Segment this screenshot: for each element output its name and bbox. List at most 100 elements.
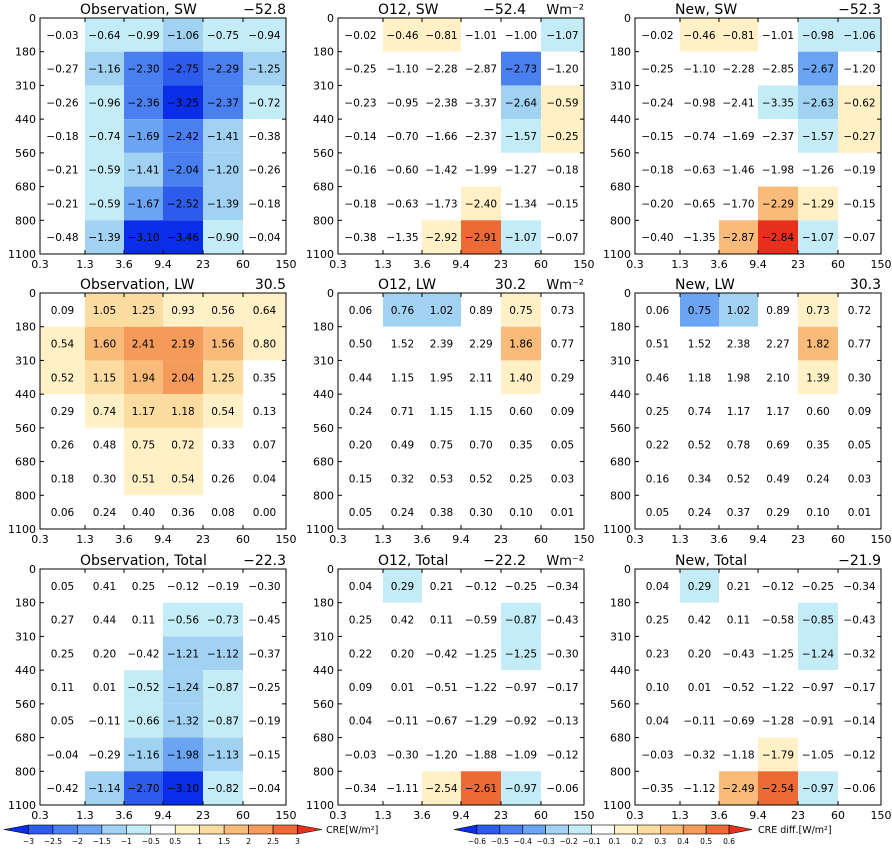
cell-label-new-lw-r1-c3: 2.27 xyxy=(766,339,789,351)
cell-o12-lw-r4-c2 xyxy=(422,427,461,462)
ytick-label: 180 xyxy=(313,321,334,334)
cell-label-new-total-r2-c3: −1.25 xyxy=(762,648,794,660)
cell-new-lw-r3-c3 xyxy=(758,394,798,428)
cell-label-obs-sw-r0-c4: −0.75 xyxy=(207,30,239,42)
panel-o12-sw: −0.02 −0.46 −0.81 −1.01 −1.00 −1.07 −0.25 −1.10… xyxy=(306,2,595,271)
cell-new-total-r0-c2 xyxy=(719,569,758,603)
cell-new-total-r6-c3 xyxy=(758,771,798,805)
cell-o12-lw-r1-c3 xyxy=(461,326,501,361)
xtick-label: 3.6 xyxy=(413,533,431,546)
panel-title-o12-lw: O12, LW xyxy=(378,277,436,293)
cell-new-lw-r2-c3 xyxy=(758,360,798,395)
ytick-label: 440 xyxy=(313,664,334,677)
cell-label-o12-lw-r5-c5: 0.03 xyxy=(551,473,574,485)
ytick-label: 560 xyxy=(15,422,36,435)
cell-new-total-r4-c1 xyxy=(680,703,719,738)
cell-label-new-lw-r3-c1: 0.74 xyxy=(688,406,712,418)
cell-o12-sw-r2-c3 xyxy=(461,85,501,120)
cell-o12-sw-r6-c5 xyxy=(541,220,584,254)
cell-obs-lw-r1-c3 xyxy=(163,326,203,361)
xtick-label: 60 xyxy=(831,533,845,546)
cell-label-obs-total-r6-c1: −1.14 xyxy=(88,783,120,795)
cell-label-new-sw-r0-c2: −0.81 xyxy=(722,30,754,42)
cell-o12-lw-r6-c2 xyxy=(422,495,461,529)
cell-new-sw-r2-c1 xyxy=(680,85,719,120)
cell-label-new-total-r1-c0: 0.25 xyxy=(646,615,669,627)
cre-diff-colorbar-tick: −0.5 xyxy=(491,837,509,845)
xtick-label: 150 xyxy=(871,533,892,546)
cell-label-o12-sw-r1-c5: −1.20 xyxy=(546,64,578,76)
ytick-label: 180 xyxy=(15,597,36,610)
cell-label-new-total-r6-c3: −2.54 xyxy=(762,783,794,795)
cell-label-new-total-r2-c1: 0.20 xyxy=(688,648,711,660)
cell-o12-lw-r2-c0 xyxy=(338,360,383,395)
cell-label-new-lw-r3-c5: 0.09 xyxy=(848,406,871,418)
cell-label-obs-lw-r2-c2: 1.94 xyxy=(132,372,156,384)
cell-label-new-total-r5-c3: −1.79 xyxy=(762,749,794,761)
ytick-label: 310 xyxy=(610,79,631,92)
ytick-label: 310 xyxy=(15,79,36,92)
xtick-label: 150 xyxy=(574,533,595,546)
cell-o12-total-r4-c3 xyxy=(461,703,501,738)
cell-new-lw-r4-c4 xyxy=(798,427,838,462)
cell-new-sw-r1-c0 xyxy=(635,51,680,86)
cre-colorbar-block xyxy=(101,824,127,835)
cell-new-lw-r3-c5 xyxy=(838,394,881,428)
cell-label-new-lw-r0-c4: 0.73 xyxy=(806,305,829,317)
cell-label-o12-lw-r6-c5: 0.01 xyxy=(551,507,574,519)
cell-new-lw-r2-c2 xyxy=(719,360,758,395)
cre-diff-colorbar-tick: −0.2 xyxy=(560,837,578,845)
cell-new-sw-r3-c1 xyxy=(680,119,719,153)
cell-label-o12-lw-r5-c3: 0.52 xyxy=(469,473,492,485)
cell-label-new-total-r1-c4: −0.85 xyxy=(802,615,834,627)
panel-title-obs-total: Observation, Total xyxy=(80,553,207,569)
xtick-label: 9.4 xyxy=(452,809,470,822)
cell-label-o12-lw-r4-c5: 0.05 xyxy=(551,440,574,452)
cell-label-obs-sw-r4-c1: −0.59 xyxy=(88,165,120,177)
cell-label-new-total-r6-c2: −2.49 xyxy=(722,783,754,795)
cell-label-o12-lw-r6-c0: 0.05 xyxy=(349,507,372,519)
cell-label-new-lw-r1-c0: 0.51 xyxy=(646,339,669,351)
cell-label-obs-sw-r3-c2: −1.69 xyxy=(127,131,159,143)
ytick-label: 440 xyxy=(610,113,631,126)
cell-new-lw-r0-c2 xyxy=(719,293,758,327)
cell-obs-sw-r4-c2 xyxy=(124,152,163,187)
cell-label-new-total-r2-c2: −0.43 xyxy=(722,648,754,660)
cell-o12-lw-r4-c1 xyxy=(383,427,422,462)
cre-colorbar-block xyxy=(248,824,274,835)
cell-label-obs-lw-r5-c4: 0.26 xyxy=(211,473,235,485)
cell-label-new-total-r3-c5: −0.17 xyxy=(843,682,875,694)
ytick-label: 310 xyxy=(313,630,334,643)
cell-o12-lw-r0-c3 xyxy=(461,293,501,327)
cell-label-obs-lw-r1-c0: 0.54 xyxy=(51,339,75,351)
cell-label-obs-sw-r6-c2: −3.10 xyxy=(127,232,159,244)
cell-label-new-sw-r2-c4: −2.63 xyxy=(802,97,834,109)
cell-label-new-lw-r1-c5: 0.77 xyxy=(848,339,871,351)
panel-title-o12-sw: O12, SW xyxy=(378,2,439,18)
cell-o12-lw-r4-c3 xyxy=(461,427,501,462)
cell-label-new-sw-r3-c1: −0.74 xyxy=(683,131,715,143)
cell-obs-total-r5-c3 xyxy=(163,737,203,772)
cell-label-new-total-r1-c2: 0.11 xyxy=(727,615,750,627)
ytick-label: 180 xyxy=(610,597,631,610)
cell-label-obs-lw-r4-c2: 0.75 xyxy=(132,440,155,452)
cre-diff-colorbar: −0.6 −0.5 −0.4 −0.3 −0.2 −0.1 0.1 0.2 0.3 0.4 0.5 0… xyxy=(453,824,832,846)
cell-label-obs-sw-r5-c2: −1.67 xyxy=(127,198,159,210)
cell-new-total-r4-c0 xyxy=(635,703,680,738)
ytick-label: 800 xyxy=(610,765,631,778)
cell-label-o12-lw-r1-c1: 1.52 xyxy=(391,339,414,351)
cell-label-obs-lw-r6-c1: 0.24 xyxy=(93,507,117,519)
ytick-label: 800 xyxy=(313,765,334,778)
cell-label-o12-total-r5-c0: −0.03 xyxy=(344,749,376,761)
cell-obs-total-r6-c0 xyxy=(40,771,85,805)
cell-new-lw-r0-c1 xyxy=(680,293,719,327)
cell-obs-total-r2-c5 xyxy=(243,636,286,671)
cell-label-o12-lw-r1-c5: 0.77 xyxy=(551,339,574,351)
cell-obs-total-r1-c0 xyxy=(40,602,85,637)
cell-o12-lw-r0-c1 xyxy=(383,293,422,327)
cell-obs-total-r1-c1 xyxy=(85,602,124,637)
cre-diff-colorbar-tick: −0.4 xyxy=(514,837,532,845)
cell-new-total-r4-c3 xyxy=(758,703,798,738)
cell-o12-sw-r5-c3 xyxy=(461,186,501,221)
cell-label-new-sw-r1-c0: −0.25 xyxy=(641,64,673,76)
